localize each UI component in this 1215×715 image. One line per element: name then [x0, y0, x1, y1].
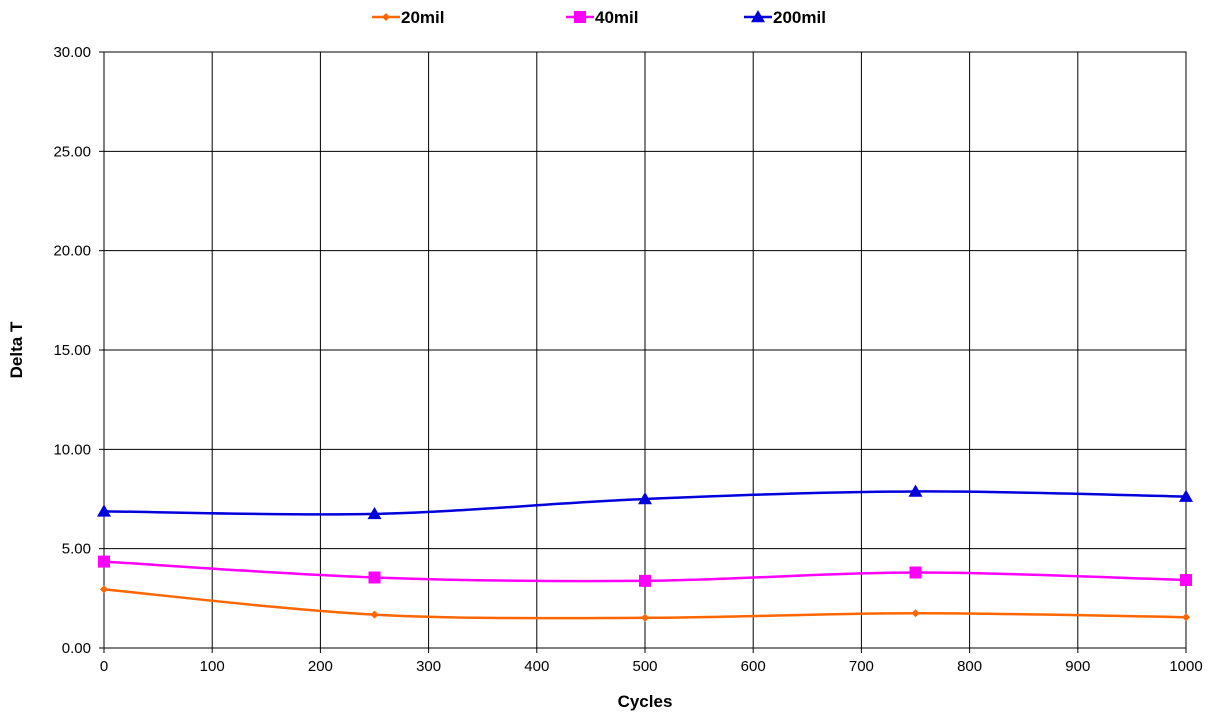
x-axis-title: Cycles [618, 692, 673, 711]
data-point-20mil [100, 585, 108, 594]
series-group [97, 484, 1193, 622]
data-point-200mil [908, 484, 923, 497]
y-tick-label: 10.00 [53, 441, 91, 458]
x-tick-label: 600 [741, 658, 766, 675]
x-tick-label: 800 [957, 658, 982, 675]
data-point-20mil [911, 609, 920, 618]
legend-label: 20mil [401, 8, 444, 27]
series-200mil [97, 484, 1193, 520]
data-point-200mil [1179, 489, 1193, 502]
data-point-40mil [1180, 574, 1192, 587]
x-tick-label: 300 [416, 658, 441, 675]
x-tick-label: 400 [524, 658, 549, 675]
legend-item-40mil: 40mil [566, 8, 638, 27]
data-point-40mil [909, 566, 922, 579]
grid [103, 51, 1187, 649]
legend-item-200mil: 200mil [744, 8, 826, 27]
data-point-40mil [639, 574, 651, 587]
series-20mil [100, 585, 1190, 622]
legend-marker [382, 13, 390, 21]
y-tick-label: 5.00 [62, 541, 91, 558]
data-point-40mil [98, 555, 110, 568]
data-point-20mil [370, 610, 379, 619]
data-point-20mil [641, 613, 649, 622]
x-tick-label: 900 [1065, 658, 1090, 675]
legend-label: 40mil [595, 8, 638, 27]
x-tick-label: 1000 [1169, 658, 1202, 675]
data-point-200mil [367, 506, 382, 520]
legend-marker [574, 11, 586, 23]
y-axis-title: Delta T [7, 321, 26, 378]
y-tick-label: 20.00 [53, 243, 91, 260]
data-point-200mil [97, 504, 111, 517]
series-40mil [98, 555, 1192, 587]
x-tick-label: 100 [200, 658, 225, 675]
x-axis: 0 100 200 300 400 500 600 700 800 900 1000 [100, 648, 1203, 675]
y-tick-label: 30.00 [53, 44, 91, 61]
legend-marker [751, 10, 765, 23]
y-axis: 0.00 5.00 10.00 15.00 20.00 25.00 30.00 [53, 44, 104, 657]
x-tick-label: 500 [632, 658, 657, 675]
legend-label: 200mil [773, 8, 826, 27]
data-point-20mil [1182, 613, 1190, 622]
y-tick-label: 25.00 [53, 143, 91, 160]
data-point-40mil [368, 571, 381, 584]
y-tick-label: 0.00 [62, 640, 91, 657]
data-point-200mil [638, 492, 652, 505]
x-tick-label: 0 [100, 658, 108, 675]
legend-item-20mil: 20mil [372, 8, 444, 27]
x-tick-label: 200 [308, 658, 333, 675]
legend: 20mil 40mil 200mil [372, 8, 826, 27]
x-tick-label: 700 [849, 658, 874, 675]
y-tick-label: 15.00 [53, 342, 91, 359]
